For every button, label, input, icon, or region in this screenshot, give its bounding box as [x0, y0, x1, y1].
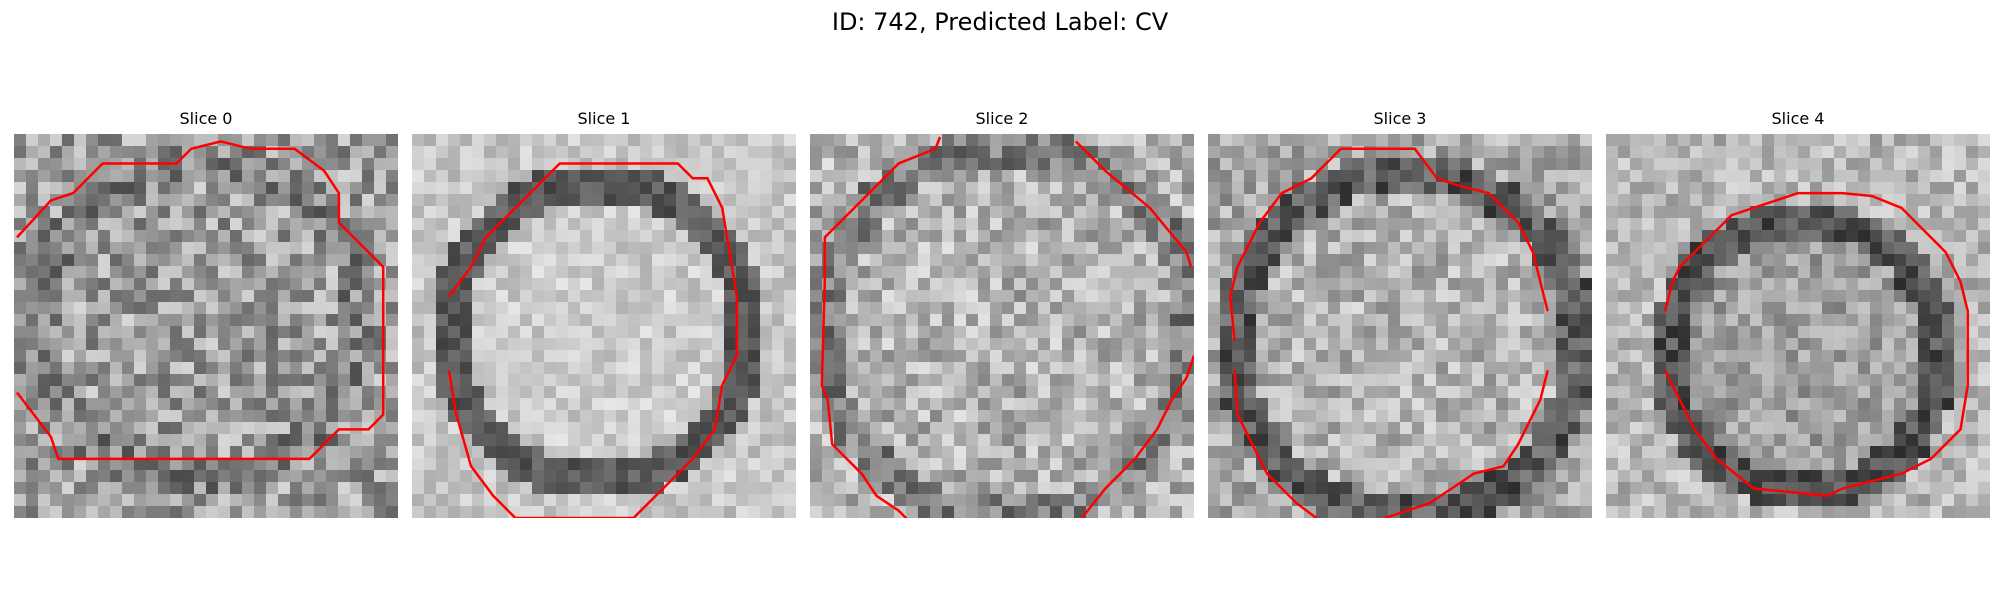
slice-image [1208, 134, 1592, 518]
slice-image [14, 134, 398, 518]
slice-title: Slice 4 [1771, 109, 1825, 128]
contour-line [1233, 370, 1319, 518]
slice-image [412, 134, 796, 518]
slice-panel-4: Slice 4 [1606, 108, 1990, 518]
slice-image [810, 134, 1194, 518]
slice-title: Slice 3 [1373, 109, 1427, 128]
contour-line [16, 140, 385, 461]
contour-line [1080, 355, 1194, 518]
contour-line [1074, 140, 1193, 268]
contour-line [820, 136, 942, 518]
contour-line [447, 162, 739, 518]
slice-panel-0: Slice 0 [14, 108, 398, 518]
slice-panel-2: Slice 2 [810, 108, 1194, 518]
slice-title: Slice 1 [577, 109, 631, 128]
contour-line [1663, 191, 1970, 498]
contour-line [1381, 369, 1549, 518]
slice-title: Slice 0 [179, 109, 233, 128]
slice-image [1606, 134, 1990, 518]
figure-title: ID: 742, Predicted Label: CV [831, 8, 1169, 36]
slice-title: Slice 2 [975, 109, 1029, 128]
contour-line [1228, 147, 1549, 341]
slice-panel-1: Slice 1 [412, 108, 796, 518]
slice-panel-3: Slice 3 [1208, 108, 1592, 518]
